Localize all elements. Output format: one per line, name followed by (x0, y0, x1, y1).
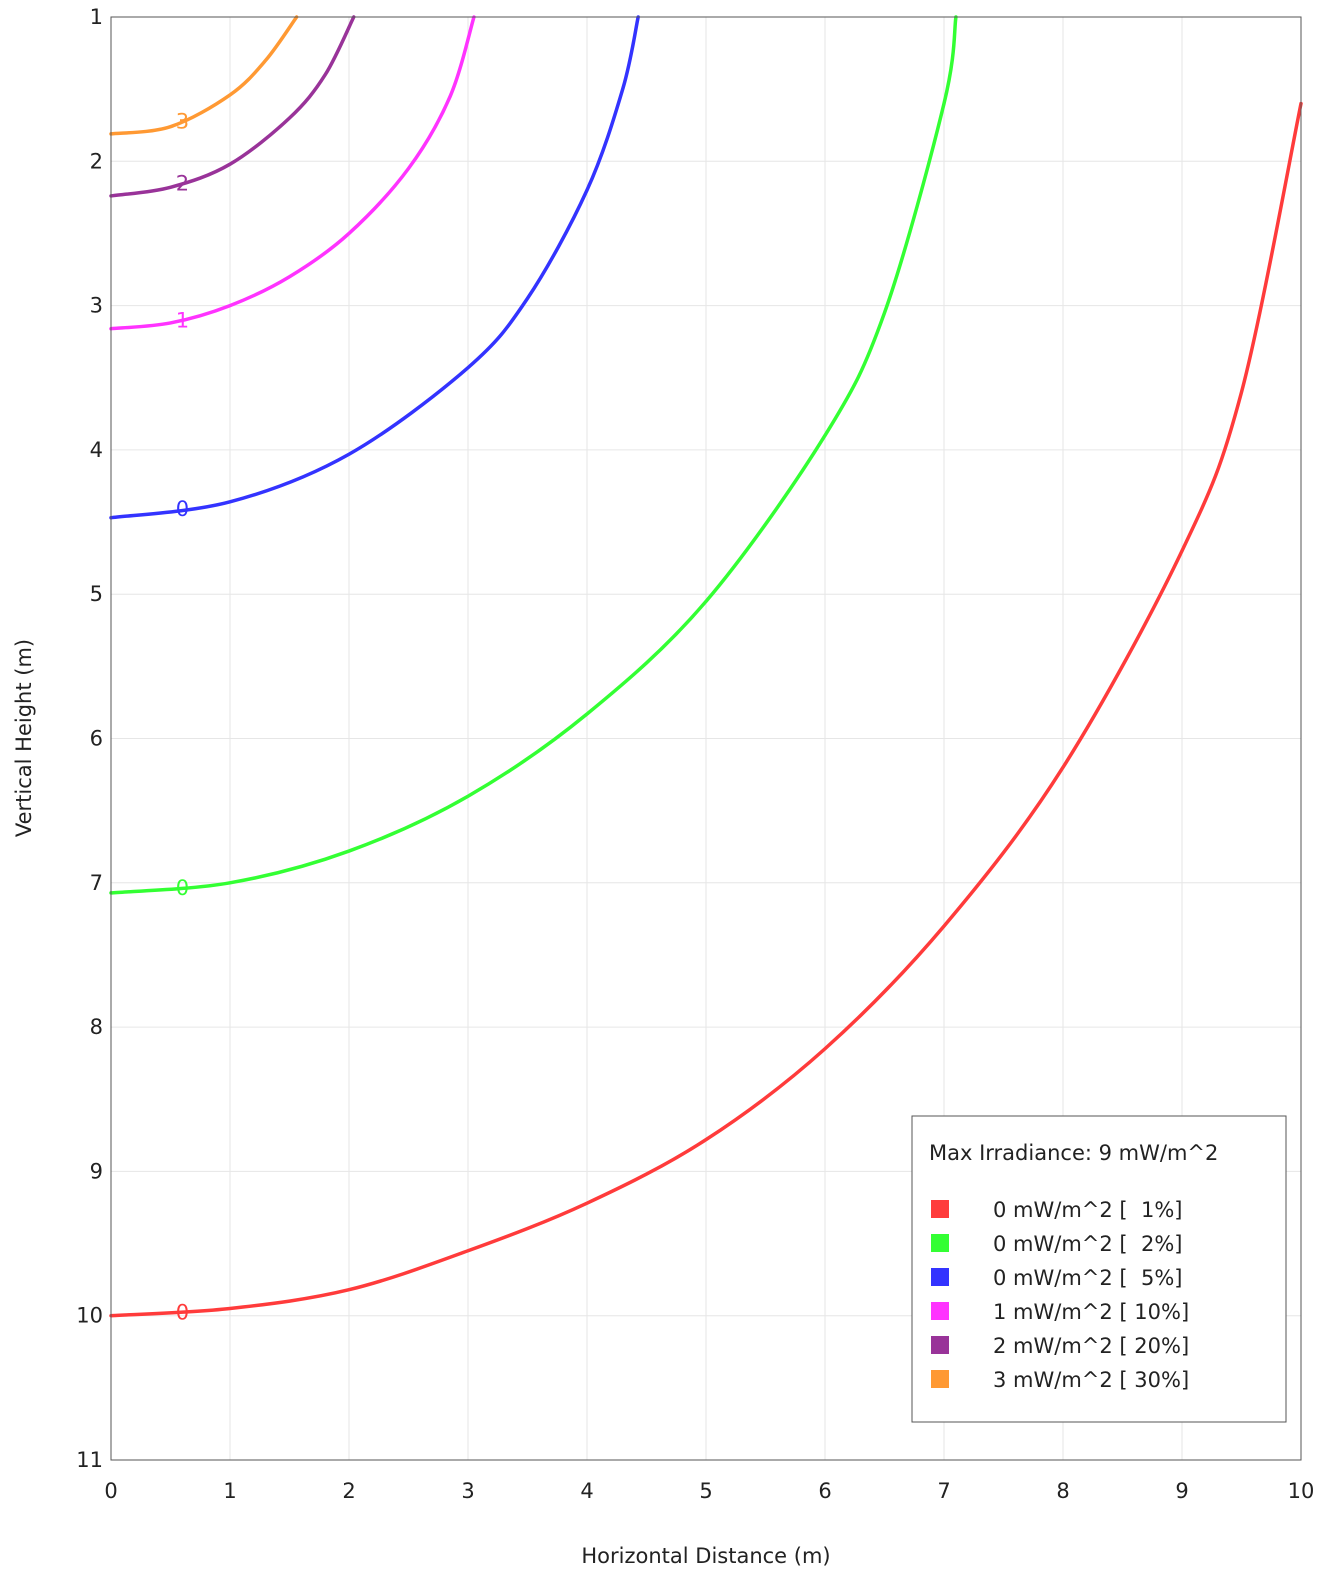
series-line (109, 15, 640, 520)
y-tick-label: 8 (90, 1015, 103, 1039)
y-tick-label: 9 (90, 1159, 103, 1183)
x-tick-label: 0 (104, 1479, 117, 1503)
x-tick-label: 9 (1175, 1479, 1188, 1503)
y-tick-label: 11 (76, 1448, 103, 1472)
x-tick-label: 8 (1056, 1479, 1069, 1503)
contour-label: 0 (176, 497, 189, 521)
legend-swatch (931, 1336, 949, 1354)
y-tick-label: 3 (90, 294, 103, 318)
plot-frame (110, 16, 1302, 1461)
y-tick-label: 6 (90, 727, 103, 751)
legend-swatch (931, 1200, 949, 1218)
x-tick-label: 10 (1288, 1479, 1315, 1503)
contour-label: 0 (176, 1300, 189, 1324)
y-tick-label: 1 (90, 5, 103, 29)
legend-entry-label: 1 mW/m^2 [ 10%] (993, 1300, 1189, 1324)
contour-label: 3 (176, 109, 189, 133)
legend-entries: 0 mW/m^2 [ 1%] 0 mW/m^2 [ 2%] 0 mW/m^2 [ 5… (931, 1198, 1189, 1392)
y-tick-label: 5 (90, 582, 103, 606)
legend-swatch (931, 1234, 949, 1252)
x-tick-label: 5 (699, 1479, 712, 1503)
y-axis-title: Vertical Height (m) (12, 639, 36, 837)
x-tick-label: 3 (461, 1479, 474, 1503)
series-line (109, 15, 476, 331)
series-line (109, 15, 356, 198)
legend-title: Max Irradiance: 9 mW/m^2 (929, 1141, 1218, 1165)
x-tick-label: 6 (818, 1479, 831, 1503)
legend-entry-label: 0 mW/m^2 [ 2%] (993, 1232, 1182, 1256)
legend-swatch (931, 1370, 949, 1388)
y-tick-label: 7 (90, 871, 103, 895)
contour-label: 2 (176, 172, 189, 196)
contour-label: 1 (176, 308, 189, 332)
legend-swatch (931, 1302, 949, 1320)
series-layer (109, 15, 1303, 1318)
legend: Max Irradiance: 9 mW/m^2 0 mW/m^2 [ 1%]0… (911, 1115, 1287, 1423)
legend-swatch (931, 1268, 949, 1286)
legend-entry-label: 2 mW/m^2 [ 20%] (993, 1334, 1189, 1358)
y-tick-label: 4 (90, 438, 103, 462)
contour-label: 0 (176, 876, 189, 900)
series-line (109, 15, 958, 895)
x-tick-label: 1 (223, 1479, 236, 1503)
x-tick-label: 7 (937, 1479, 950, 1503)
legend-entry-label: 0 mW/m^2 [ 1%] (993, 1198, 1182, 1222)
y-tick-label: 2 (90, 149, 103, 173)
legend-box (911, 1115, 1287, 1423)
legend-entry-label: 0 mW/m^2 [ 5%] (993, 1266, 1182, 1290)
x-axis-title: Horizontal Distance (m) (581, 1544, 830, 1568)
legend-entry-label: 3 mW/m^2 [ 30%] (993, 1368, 1189, 1392)
series-line (109, 15, 299, 136)
inline-labels: 0 0 0 1 2 3 (176, 109, 189, 1324)
x-tick-label: 4 (580, 1479, 593, 1503)
x-tick-label: 2 (342, 1479, 355, 1503)
series-line (109, 101, 1303, 1318)
y-tick-label: 10 (76, 1304, 103, 1328)
